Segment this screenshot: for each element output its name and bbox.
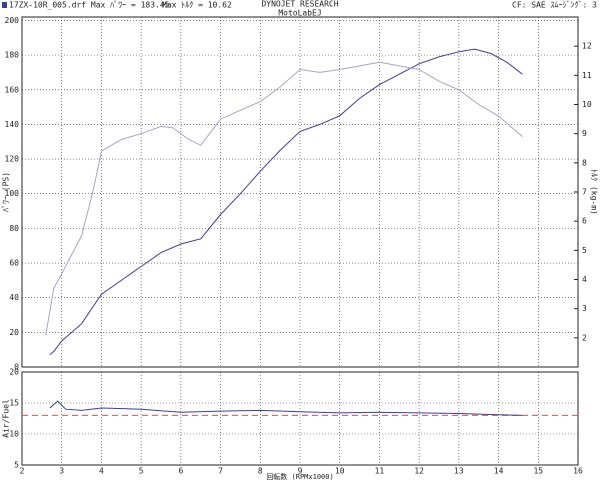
x-tick-label: 8	[258, 467, 263, 476]
x-tick-label: 16	[573, 467, 583, 476]
y2-tick-label: 5	[582, 246, 587, 255]
y2-tick-label: 2	[582, 333, 587, 342]
file-label: 17ZX-10R_005.drf Max ﾊﾟﾜｰ = 183.45	[9, 1, 170, 10]
y-tick-label: 140	[5, 120, 20, 129]
y-tick-label: 160	[5, 85, 20, 94]
x-tick-label: 6	[178, 467, 183, 476]
y-tick-label: 0	[14, 363, 19, 372]
x-tick-label: 2	[20, 467, 25, 476]
y-tick-label: 5	[14, 461, 19, 470]
y2-axis-label: ﾄﾙｸ (kg-m)	[590, 169, 599, 215]
x-tick-label: 7	[218, 467, 223, 476]
y2-tick-label: 3	[582, 304, 587, 313]
y-tick-label: 10	[9, 430, 19, 439]
x-tick-label: 5	[139, 467, 144, 476]
y2-tick-label: 12	[582, 42, 592, 51]
x-tick-label: 10	[335, 467, 345, 476]
subtitle: MotoLabEJ	[278, 9, 321, 18]
x-tick-label: 3	[59, 467, 64, 476]
y2-tick-label: 6	[582, 217, 587, 226]
x-tick-label: 15	[533, 467, 543, 476]
plot-frame	[21, 371, 579, 466]
x-tick-label: 4	[99, 467, 104, 476]
x-tick-label: 14	[494, 467, 504, 476]
y-tick-label: 180	[5, 51, 20, 60]
y2-tick-label: 7	[582, 188, 587, 197]
x-axis-label: 回転数 (RPMx1000)	[266, 472, 333, 480]
x-tick-label: 11	[375, 467, 385, 476]
y2-tick-label: 10	[582, 100, 592, 109]
y2-tick-label: 11	[582, 71, 592, 80]
y-tick-label: 100	[5, 189, 20, 198]
file-marker	[2, 2, 7, 8]
y-tick-label: 15	[9, 399, 19, 408]
y-axis-label: Air/Fuel	[2, 399, 11, 438]
y-tick-label: 20	[9, 368, 19, 377]
y-tick-label: 120	[5, 155, 20, 164]
y-tick-label: 20	[9, 328, 19, 337]
torque-max: Max ﾄﾙｸ = 10.62	[162, 1, 232, 10]
y2-tick-label: 4	[582, 275, 587, 284]
y-tick-label: 40	[9, 293, 19, 302]
y-tick-label: 80	[9, 224, 19, 233]
x-tick-label: 13	[454, 467, 464, 476]
y-tick-label: 60	[9, 259, 19, 268]
data-line	[49, 400, 523, 416]
x-tick-label: 9	[298, 467, 303, 476]
y-axis-label: ﾊﾟﾜｰ (PS)	[2, 172, 11, 212]
title: DYNOJET RESEARCH	[261, 0, 338, 9]
y2-tick-label: 8	[582, 158, 587, 167]
data-line	[49, 48, 523, 356]
x-tick-label: 12	[414, 467, 424, 476]
settings: CF: SAE ｽﾑｰｼﾞﾝｸﾞ: 3	[512, 1, 597, 10]
y2-tick-label: 9	[582, 129, 587, 138]
data-line	[45, 61, 523, 335]
y-tick-label: 200	[5, 16, 20, 25]
